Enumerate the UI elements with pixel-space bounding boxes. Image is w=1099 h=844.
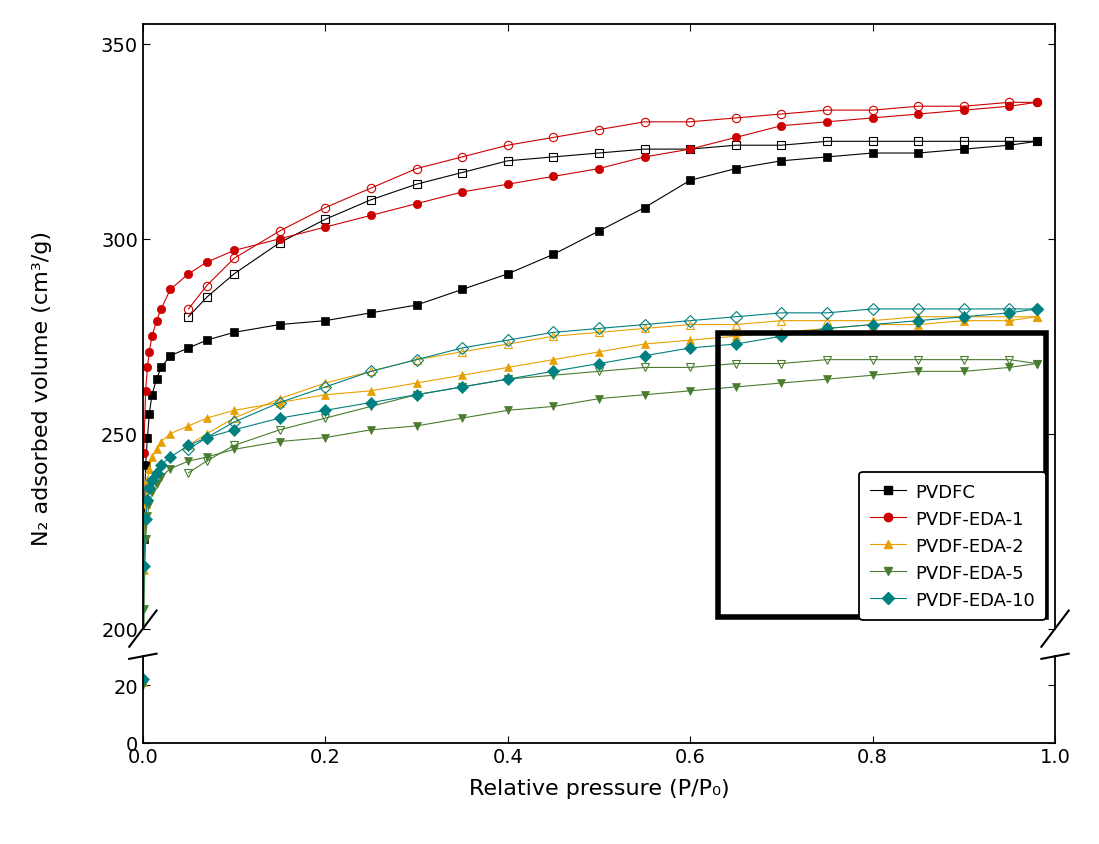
Text: N₂ adsorbed volume (cm³/g): N₂ adsorbed volume (cm³/g)	[32, 231, 52, 545]
X-axis label: Relative pressure (P/P₀): Relative pressure (P/P₀)	[468, 777, 730, 798]
Legend: PVDFC, PVDF-EDA-1, PVDF-EDA-2, PVDF-EDA-5, PVDF-EDA-10: PVDFC, PVDF-EDA-1, PVDF-EDA-2, PVDF-EDA-…	[859, 473, 1046, 619]
Bar	[718, 333, 1046, 617]
